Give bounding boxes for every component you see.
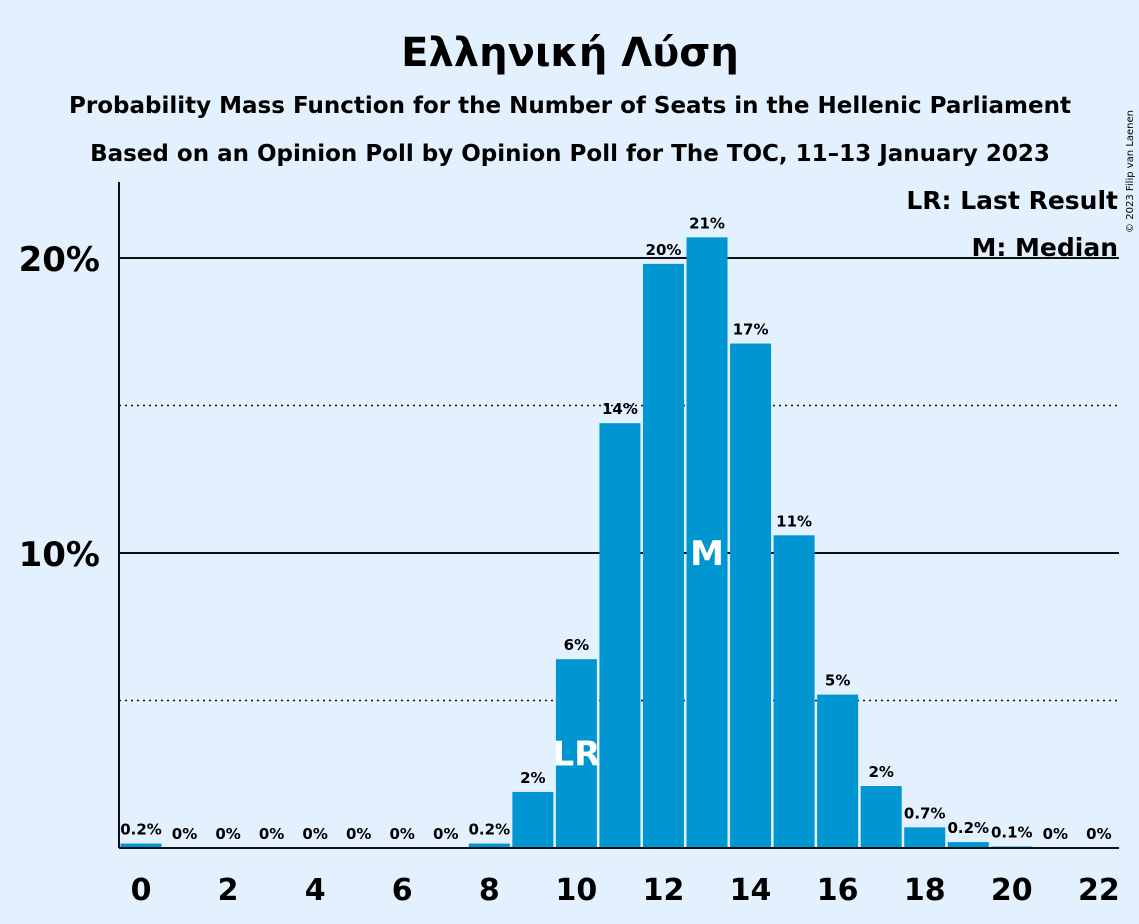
copyright-text: © 2023 Filip van Laenen <box>1125 110 1136 233</box>
x-tick-label-14: 14 <box>730 873 772 908</box>
data-label-seat-8: 0.2% <box>469 821 511 839</box>
x-tick-label-22: 22 <box>1078 873 1120 908</box>
x-tick-label-6: 6 <box>392 873 413 908</box>
x-tick-label-0: 0 <box>131 873 152 908</box>
chart-title: Ελληνική Λύση <box>401 30 739 76</box>
data-label-seat-10: 6% <box>564 636 589 654</box>
bar-seat-10 <box>555 659 597 848</box>
markers-group: LR M <box>552 534 723 775</box>
data-label-seat-19: 0.2% <box>947 819 989 837</box>
bar-seat-9 <box>512 791 554 848</box>
y-tick-label-20: 20% <box>19 240 100 280</box>
data-label-seat-16: 5% <box>825 672 850 690</box>
bar-seat-18 <box>904 827 946 848</box>
data-label-seat-17: 2% <box>868 763 893 781</box>
data-label-seat-1: 0% <box>172 825 197 843</box>
data-label-seat-4: 0% <box>302 825 327 843</box>
data-label-seat-20: 0.1% <box>991 824 1033 842</box>
last-result-marker: LR <box>552 735 600 775</box>
bar-seat-0 <box>120 843 162 848</box>
data-label-seat-2: 0% <box>215 825 240 843</box>
data-label-seat-6: 0% <box>390 825 415 843</box>
data-label-seat-3: 0% <box>259 825 284 843</box>
x-tick-label-2: 2 <box>218 873 239 908</box>
bar-seat-15 <box>773 535 815 848</box>
data-label-seat-14: 17% <box>733 321 769 339</box>
data-label-seat-13: 21% <box>689 214 725 232</box>
data-label-seat-18: 0.7% <box>904 804 946 822</box>
data-label-seat-9: 2% <box>520 769 545 787</box>
legend-median: M: Median <box>971 233 1118 262</box>
bar-seat-16 <box>817 694 859 848</box>
data-label-seat-12: 20% <box>646 241 682 259</box>
data-label-seat-15: 11% <box>776 512 812 530</box>
x-tick-label-10: 10 <box>556 873 598 908</box>
x-tick-label-16: 16 <box>817 873 859 908</box>
data-label-seat-5: 0% <box>346 825 371 843</box>
bar-seat-11 <box>599 423 641 848</box>
bar-seat-19 <box>947 842 989 848</box>
x-tick-label-8: 8 <box>479 873 500 908</box>
x-tick-label-12: 12 <box>643 873 685 908</box>
x-tick-label-4: 4 <box>305 873 326 908</box>
data-label-seat-11: 14% <box>602 400 638 418</box>
x-tick-label-18: 18 <box>904 873 946 908</box>
bar-seat-14 <box>730 343 772 848</box>
bar-seat-17 <box>860 786 902 848</box>
data-labels-group: 0.2% 0% 0% 0% 0% 0% 0% 0% 0.2% 2% 6% 14% 20% 21% 17% 11… <box>120 214 1111 843</box>
bar-seat-13 <box>686 237 728 849</box>
chart-subtitle-1: Probability Mass Function for the Number… <box>69 93 1071 119</box>
data-label-seat-22: 0% <box>1086 825 1111 843</box>
legend-last-result: LR: Last Result <box>906 186 1118 215</box>
bar-seat-12 <box>642 263 684 848</box>
median-marker: M <box>690 534 724 574</box>
data-label-seat-7: 0% <box>433 825 458 843</box>
axes-group: 10% 20% 0 2 4 6 8 10 12 14 16 18 20 22 <box>19 182 1120 908</box>
bars-group <box>120 237 1033 849</box>
data-label-seat-0: 0.2% <box>120 821 162 839</box>
chart-subtitle-2: Based on an Opinion Poll by Opinion Poll… <box>90 141 1050 167</box>
bar-seat-8 <box>468 843 510 848</box>
data-label-seat-21: 0% <box>1043 825 1068 843</box>
x-tick-label-20: 20 <box>991 873 1033 908</box>
y-tick-label-10: 10% <box>19 535 100 575</box>
